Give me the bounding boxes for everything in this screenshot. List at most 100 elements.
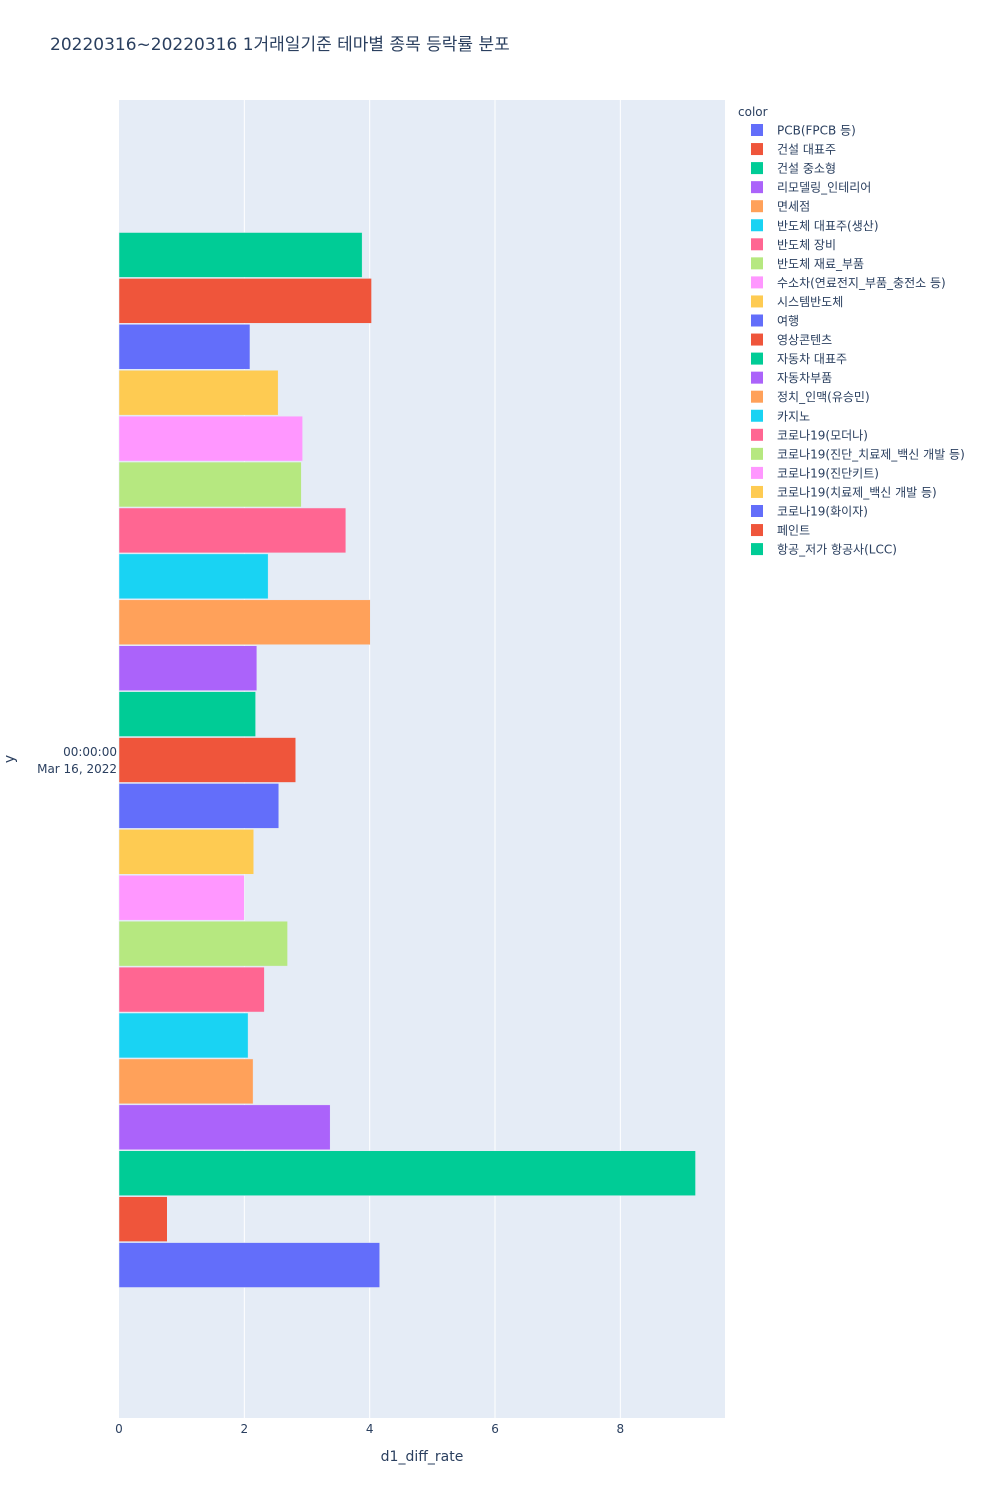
legend-label: 면세점 bbox=[777, 200, 810, 214]
legend-item[interactable]: 항공_저가 항공사(LCC) bbox=[751, 543, 897, 557]
legend-item[interactable]: 시스템반도체 bbox=[751, 295, 843, 309]
x-tick-label: 4 bbox=[366, 1422, 374, 1436]
legend-item[interactable]: 반도체 장비 bbox=[751, 238, 836, 252]
legend-item[interactable]: 코로나19(진단_치료제_백신 개발 등) bbox=[751, 447, 965, 461]
bar[interactable] bbox=[118, 461, 302, 508]
legend-item[interactable]: 반도체 재료_부품 bbox=[751, 257, 864, 271]
bar[interactable] bbox=[118, 783, 280, 829]
legend-swatch bbox=[751, 333, 763, 346]
legend-item[interactable]: 리모델링_인테리어 bbox=[751, 181, 871, 195]
bar[interactable] bbox=[118, 599, 371, 645]
chart-title: 20220316~20220316 1거래일기준 테마별 종목 등락률 분포 bbox=[50, 35, 510, 55]
legend-label: 항공_저가 항공사(LCC) bbox=[777, 543, 897, 557]
y-category-label-date: Mar 16, 2022 bbox=[37, 762, 117, 776]
legend-label: 코로나19(진단키트) bbox=[777, 466, 879, 480]
bar[interactable] bbox=[118, 829, 254, 875]
bars bbox=[118, 232, 696, 1288]
x-tick-label: 6 bbox=[491, 1422, 499, 1436]
x-tick-label: 2 bbox=[241, 1422, 249, 1436]
legend-swatch bbox=[751, 162, 763, 175]
y-axis-title: y bbox=[2, 755, 18, 763]
legend-item[interactable]: 코로나19(모더나) bbox=[751, 428, 868, 442]
legend-item[interactable]: 정치_인맥(유승민) bbox=[751, 390, 870, 404]
legend-label: 반도체 재료_부품 bbox=[777, 257, 864, 271]
legend-swatch bbox=[751, 124, 763, 136]
legend-swatch bbox=[751, 314, 763, 327]
bar[interactable] bbox=[118, 691, 256, 737]
bar[interactable] bbox=[118, 645, 258, 691]
bar[interactable] bbox=[118, 1012, 249, 1059]
legend-label: 건설 중소형 bbox=[777, 162, 836, 176]
legend-label: PCB(FPCB 등) bbox=[777, 124, 856, 138]
bar[interactable] bbox=[118, 232, 363, 278]
bar[interactable] bbox=[118, 507, 347, 554]
bar[interactable] bbox=[118, 966, 265, 1013]
legend-label: 반도체 대표주(생산) bbox=[777, 219, 879, 233]
legend-item[interactable]: 자동차 대표주 bbox=[751, 352, 847, 366]
legend-label: 자동차부품 bbox=[777, 371, 832, 385]
x-axis-title: d1_diff_rate bbox=[381, 1449, 464, 1465]
legend-label: 시스템반도체 bbox=[777, 295, 843, 309]
legend-swatch bbox=[751, 485, 763, 498]
bar[interactable] bbox=[118, 278, 372, 324]
legend-swatch bbox=[751, 428, 763, 441]
legend-label: 반도체 장비 bbox=[777, 238, 836, 252]
legend-swatch bbox=[751, 524, 763, 537]
legend-item[interactable]: 건설 중소형 bbox=[751, 162, 836, 176]
x-tick-label: 0 bbox=[115, 1422, 123, 1436]
x-tick-label: 8 bbox=[617, 1422, 625, 1436]
legend-label: 여행 bbox=[777, 313, 799, 328]
legend-swatch bbox=[751, 200, 763, 213]
legend-swatch bbox=[751, 390, 763, 403]
bar[interactable] bbox=[118, 920, 288, 967]
bar[interactable] bbox=[118, 324, 251, 370]
legend-label: 페인트 bbox=[777, 524, 810, 538]
legend-swatch bbox=[751, 409, 763, 422]
legend-item[interactable]: 면세점 bbox=[751, 200, 810, 214]
legend-swatch bbox=[751, 181, 763, 194]
legend-item[interactable]: 영상콘텐츠 bbox=[751, 333, 832, 347]
legend-swatch bbox=[751, 543, 763, 556]
bar[interactable] bbox=[118, 415, 303, 462]
legend-label: 리모델링_인테리어 bbox=[777, 181, 871, 195]
y-category-label-time: 00:00:00 bbox=[63, 745, 117, 759]
bar[interactable] bbox=[118, 1196, 168, 1242]
bar[interactable] bbox=[118, 875, 245, 921]
legend-item[interactable]: 코로나19(치료제_백신 개발 등) bbox=[751, 485, 937, 499]
bar[interactable] bbox=[118, 1058, 254, 1105]
legend-swatch bbox=[751, 238, 763, 251]
legend-swatch bbox=[751, 447, 763, 460]
bar[interactable] bbox=[118, 369, 279, 416]
legend-item[interactable]: 페인트 bbox=[751, 524, 810, 538]
legend-swatch bbox=[751, 143, 763, 156]
legend-label: 코로나19(치료제_백신 개발 등) bbox=[777, 485, 937, 499]
legend-item[interactable]: 코로나19(진단키트) bbox=[751, 466, 879, 480]
legend-item[interactable]: PCB(FPCB 등) bbox=[751, 124, 856, 138]
legend-item[interactable]: 수소차(연료전지_부품_충전소 등) bbox=[751, 276, 946, 290]
legend-swatch bbox=[751, 276, 763, 289]
legend-label: 정치_인맥(유승민) bbox=[777, 390, 870, 404]
legend-item[interactable]: 자동차부품 bbox=[751, 371, 832, 385]
legend-swatch bbox=[751, 219, 763, 232]
legend-item[interactable]: 반도체 대표주(생산) bbox=[751, 219, 879, 233]
x-tick-labels: 0 2 4 6 8 bbox=[115, 1422, 624, 1436]
bar[interactable] bbox=[118, 1104, 331, 1151]
legend-label: 카지노 bbox=[777, 409, 810, 423]
bar[interactable] bbox=[118, 737, 296, 783]
legend-item[interactable]: 건설 대표주 bbox=[751, 143, 836, 157]
legend-swatch bbox=[751, 466, 763, 479]
bar[interactable] bbox=[118, 1150, 696, 1196]
legend-label: 코로나19(진단_치료제_백신 개발 등) bbox=[777, 447, 965, 461]
legend-swatch bbox=[751, 371, 763, 384]
legend-item[interactable]: 카지노 bbox=[751, 409, 810, 423]
legend-label: 코로나19(화이자) bbox=[777, 505, 868, 519]
legend-item[interactable]: 여행 bbox=[751, 313, 799, 328]
legend-label: 자동차 대표주 bbox=[777, 352, 847, 366]
legend-swatch bbox=[751, 257, 763, 270]
bar[interactable] bbox=[118, 1242, 380, 1288]
legend-item[interactable]: 코로나19(화이자) bbox=[751, 505, 868, 519]
bar[interactable] bbox=[118, 553, 269, 600]
legend-swatch bbox=[751, 295, 763, 308]
